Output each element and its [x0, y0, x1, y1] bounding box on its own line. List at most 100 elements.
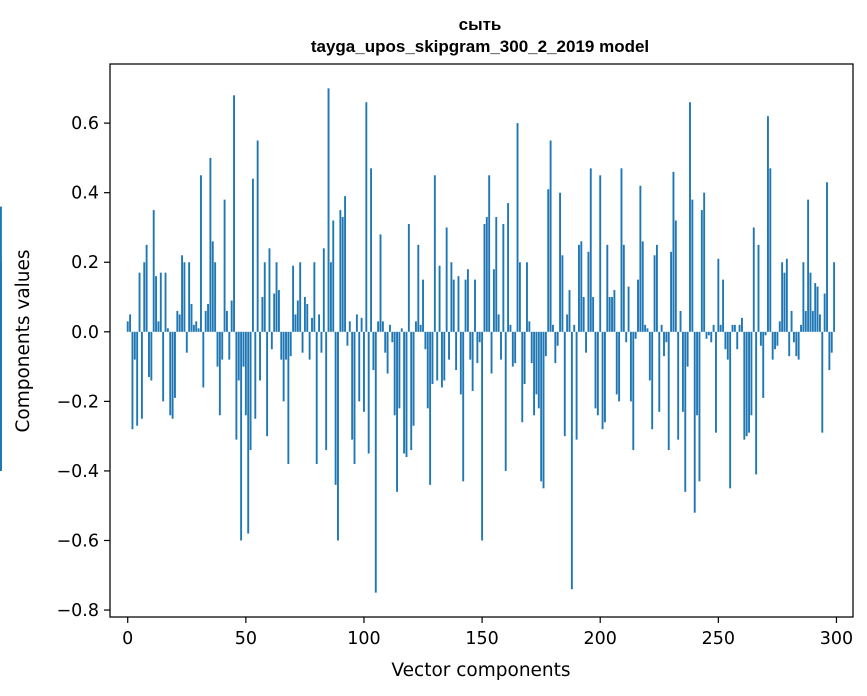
- bar-299: [833, 262, 836, 332]
- bar-34: [207, 303, 209, 332]
- x-tick-label-0: 0: [122, 629, 133, 649]
- bar-173: [535, 331, 538, 395]
- bar-295: [823, 293, 826, 332]
- bar-261: [743, 331, 746, 440]
- bar-86: [329, 262, 332, 332]
- bar-8: [145, 244, 148, 332]
- bar-151: [483, 223, 486, 332]
- bar-232: [674, 220, 677, 332]
- bar-104: [372, 331, 375, 371]
- plot-frame: [109, 63, 854, 618]
- bar-250: [717, 258, 720, 332]
- bar-163: [511, 331, 514, 367]
- bar-81: [318, 314, 321, 332]
- bar-290: [811, 310, 814, 332]
- bar-291: [814, 283, 817, 332]
- bar-298: [830, 331, 833, 353]
- bar-17: [166, 328, 169, 332]
- bar-41: [223, 199, 226, 332]
- bar-218: [641, 241, 644, 332]
- bar-282: [792, 331, 795, 343]
- x-tick-label-100: 100: [347, 629, 380, 649]
- bar-90: [339, 210, 342, 332]
- bar-59: [266, 331, 269, 437]
- bar-274: [774, 331, 776, 350]
- y-tick-label-4: 0.0: [71, 323, 99, 343]
- bar-180: [552, 324, 554, 332]
- bar-241: [696, 331, 699, 416]
- bar-24: [183, 262, 186, 332]
- bar-133: [440, 331, 443, 388]
- bar-1: [129, 314, 132, 332]
- bar-244: [703, 192, 706, 332]
- bar-56: [259, 331, 261, 381]
- bar-196: [589, 168, 592, 332]
- bar-85: [327, 88, 330, 332]
- y-tick-label-2: −0.4: [57, 462, 100, 482]
- bar-189: [573, 324, 576, 332]
- bar-53: [251, 178, 254, 332]
- bar-107: [379, 234, 382, 332]
- bar-120: [410, 331, 413, 451]
- bar-76: [306, 303, 309, 332]
- bar-7: [143, 262, 146, 332]
- bar-44: [230, 300, 233, 332]
- bar-200: [599, 175, 602, 332]
- bar-254: [726, 331, 729, 360]
- bar-0: [126, 321, 129, 332]
- bar-169: [526, 262, 528, 332]
- bar-62: [273, 293, 276, 332]
- bar-234: [679, 310, 682, 332]
- bar-284: [797, 331, 800, 360]
- bar-167: [521, 331, 524, 423]
- bar-136: [448, 331, 450, 360]
- bar-54: [254, 331, 257, 419]
- bar-undefined: [0, 331, 2, 471]
- bar-98: [358, 331, 361, 402]
- bar-294: [821, 331, 824, 433]
- bar-46: [235, 331, 238, 440]
- bar-89: [337, 331, 339, 541]
- bar-204: [608, 297, 611, 332]
- bar-265: [752, 227, 755, 332]
- y-tick-label-7: 0.6: [71, 114, 99, 134]
- bar-288: [807, 199, 810, 332]
- bar-105: [374, 331, 377, 593]
- bar-213: [629, 331, 632, 402]
- bar-219: [644, 324, 647, 332]
- bar-134: [443, 331, 446, 381]
- bar-108: [381, 321, 384, 332]
- bar-188: [570, 331, 573, 590]
- bar-95: [351, 331, 354, 440]
- bar-172: [533, 331, 536, 416]
- bar-106: [377, 321, 380, 332]
- bar-267: [757, 244, 760, 332]
- bar-45: [233, 95, 235, 332]
- bar-185: [563, 331, 566, 437]
- bar-72: [296, 300, 299, 332]
- bar-127: [426, 331, 429, 409]
- bar-28: [192, 324, 195, 332]
- bar-14: [159, 272, 162, 332]
- bar-187: [568, 290, 571, 332]
- bar-126: [424, 331, 427, 350]
- bar-100: [363, 331, 365, 412]
- bar-82: [320, 331, 323, 353]
- y-tick-label-0: −0.8: [57, 601, 100, 621]
- bar-146: [471, 331, 474, 391]
- bar-121: [412, 331, 415, 426]
- bar-18: [169, 331, 172, 416]
- bar-61: [270, 331, 273, 350]
- bar-2: [131, 331, 134, 430]
- bar-123: [417, 244, 420, 332]
- bar-268: [759, 331, 762, 346]
- bar-181: [554, 331, 557, 364]
- bar-39: [218, 331, 221, 416]
- bar-128: [429, 331, 432, 485]
- bar-110: [386, 331, 389, 374]
- bar-155: [492, 269, 495, 332]
- bar-129: [431, 331, 434, 384]
- bar-161: [507, 203, 510, 332]
- chart-title-line1: сыть: [459, 15, 502, 34]
- bar-112: [391, 331, 394, 343]
